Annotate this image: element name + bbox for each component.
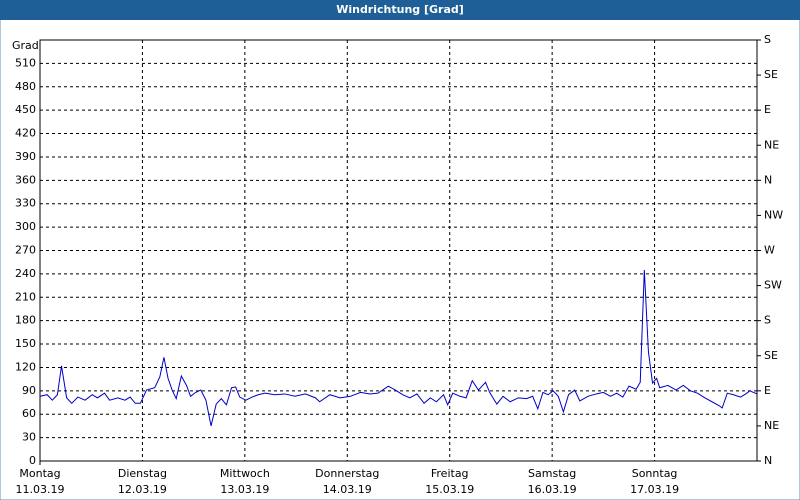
y2-tick-label: W: [764, 244, 775, 257]
x-tick-label: Donnerstag: [315, 467, 379, 480]
y-tick-label: 60: [22, 407, 36, 420]
y2-tick-label: NE: [764, 138, 779, 151]
y-tick-label: 480: [15, 80, 36, 93]
y2-tick-label: NE: [764, 419, 779, 432]
data-line: [39, 269, 758, 427]
x-tick-label: Dienstag: [118, 467, 167, 480]
y2-tick-label: N: [764, 173, 772, 186]
x-tick-date: 17.03.19: [630, 483, 679, 496]
y2-tick-label: S: [764, 33, 771, 46]
y2-tick-label: SW: [764, 279, 782, 292]
y2-tick-label: S: [764, 314, 771, 327]
chart-title: Windrichtung [Grad]: [336, 3, 464, 16]
y-tick-label: 180: [15, 314, 36, 327]
y-tick-label: 30: [22, 431, 36, 444]
x-tick-label: Samstag: [528, 467, 576, 480]
x-tick-label: Montag: [19, 467, 60, 480]
y-tick-label: 0: [29, 454, 36, 467]
y-tick-label: 150: [15, 337, 36, 350]
x-tick-date: 16.03.19: [528, 483, 577, 496]
y2-tick-label: E: [764, 103, 771, 116]
y-tick-label: 120: [15, 360, 36, 373]
y-axis-label: Grad: [12, 39, 39, 52]
y-tick-label: 450: [15, 103, 36, 116]
y-tick-label: 390: [15, 150, 36, 163]
y2-tick-label: NW: [764, 208, 783, 221]
y-tick-label: 240: [15, 267, 36, 280]
y2-tick-label: SE: [764, 68, 778, 81]
x-tick-date: 15.03.19: [425, 483, 474, 496]
y-tick-label: 210: [15, 290, 36, 303]
y-tick-label: 270: [15, 244, 36, 257]
x-tick-label: Freitag: [431, 467, 469, 480]
y-tick-label: 90: [22, 384, 36, 397]
y-tick-label: 300: [15, 220, 36, 233]
y-tick-label: 510: [15, 56, 36, 69]
x-tick-date: 13.03.19: [220, 483, 269, 496]
x-tick-date: 12.03.19: [118, 483, 167, 496]
y2-tick-label: E: [764, 384, 771, 397]
x-tick-date: 11.03.19: [16, 483, 65, 496]
x-tick-date: 14.03.19: [323, 483, 372, 496]
y-tick-label: 330: [15, 197, 36, 210]
y-tick-label: 360: [15, 173, 36, 186]
x-tick-label: Sonntag: [632, 467, 678, 480]
x-tick-label: Mittwoch: [220, 467, 270, 480]
y2-tick-label: N: [764, 454, 772, 467]
y2-tick-label: SE: [764, 349, 778, 362]
y-tick-label: 420: [15, 127, 36, 140]
title-bar: [0, 0, 800, 20]
